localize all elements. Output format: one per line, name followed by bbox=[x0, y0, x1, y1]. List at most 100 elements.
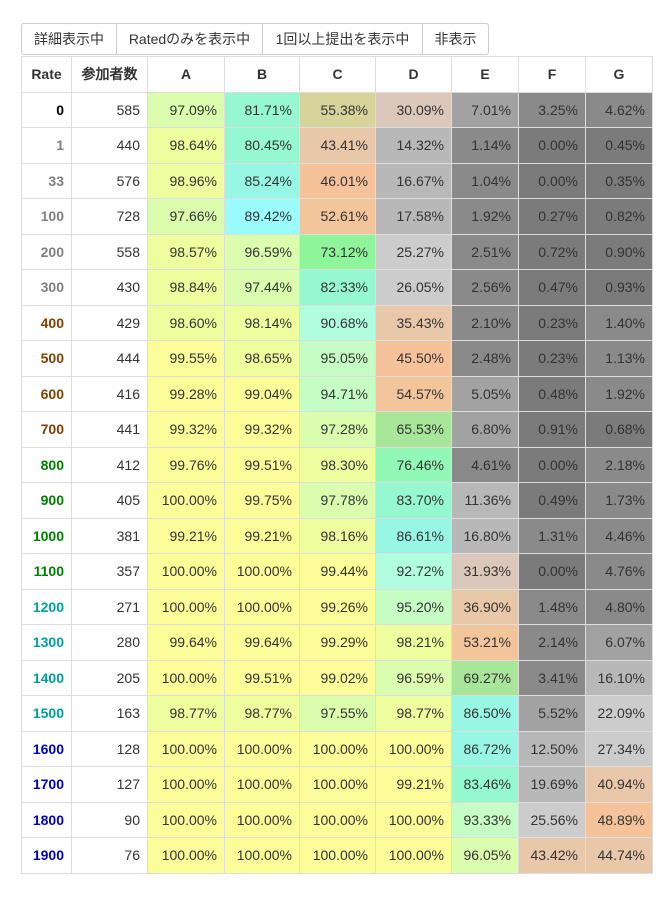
participant-count-cell: 576 bbox=[71, 162, 148, 199]
problem-e-rate-cell: 86.72% bbox=[451, 730, 519, 767]
problem-e-rate-cell: 5.05% bbox=[451, 375, 519, 412]
participant-count-cell: 441 bbox=[71, 411, 148, 448]
problem-g-rate-cell: 40.94% bbox=[585, 766, 653, 803]
problem-e-rate-cell: 96.05% bbox=[451, 837, 519, 874]
problem-c-rate-cell: 55.38% bbox=[299, 91, 376, 128]
rate-cell: 1300 bbox=[21, 624, 72, 661]
rate-cell: 600 bbox=[21, 375, 72, 412]
problem-a-rate-cell: 98.57% bbox=[147, 233, 225, 270]
problem-f-rate-cell: 0.00% bbox=[518, 162, 586, 199]
submitted-once-button[interactable]: 1回以上提出を表示中 bbox=[262, 23, 423, 55]
table-row: 1300 280 99.64% 99.64% 99.29% 98.21% 53.21% 2.1… bbox=[21, 624, 653, 661]
problem-e-rate-cell: 86.50% bbox=[451, 695, 519, 732]
table-row: 700 441 99.32% 99.32% 97.28% 65.53% 6.80% 0.91%… bbox=[21, 411, 653, 448]
problem-c-rate-cell: 73.12% bbox=[299, 233, 376, 270]
participant-count-cell: 440 bbox=[71, 127, 148, 164]
participant-count-cell: 128 bbox=[71, 730, 148, 767]
problem-a-rate-cell: 100.00% bbox=[147, 801, 225, 838]
problem-a-rate-cell: 97.66% bbox=[147, 198, 225, 235]
detail-view-button[interactable]: 詳細表示中 bbox=[21, 23, 117, 55]
problem-a-rate-cell: 100.00% bbox=[147, 837, 225, 874]
rate-cell: 1800 bbox=[21, 801, 72, 838]
participant-count-cell: 416 bbox=[71, 375, 148, 412]
problem-f-rate-cell: 3.41% bbox=[518, 659, 586, 696]
participant-count-cell: 728 bbox=[71, 198, 148, 235]
participant-count-cell: 76 bbox=[71, 837, 148, 874]
table-row: 300 430 98.84% 97.44% 82.33% 26.05% 2.56% 0.47%… bbox=[21, 269, 653, 306]
problem-g-rate-cell: 48.89% bbox=[585, 801, 653, 838]
problem-d-rate-cell: 54.57% bbox=[375, 375, 452, 412]
participant-count-cell: 271 bbox=[71, 588, 148, 625]
problem-d-rate-cell: 35.43% bbox=[375, 304, 452, 341]
problem-c-rate-cell: 100.00% bbox=[299, 730, 376, 767]
problem-c-rate-cell: 100.00% bbox=[299, 837, 376, 874]
problem-e-rate-cell: 2.10% bbox=[451, 304, 519, 341]
problem-f-rate-cell: 12.50% bbox=[518, 730, 586, 767]
problem-e-rate-cell: 4.61% bbox=[451, 446, 519, 483]
problem-a-rate-cell: 100.00% bbox=[147, 730, 225, 767]
problem-c-rate-cell: 100.00% bbox=[299, 801, 376, 838]
problem-f-rate-cell: 0.00% bbox=[518, 127, 586, 164]
problem-e-rate-cell: 7.01% bbox=[451, 91, 519, 128]
problem-e-rate-cell: 83.46% bbox=[451, 766, 519, 803]
problem-e-rate-cell: 53.21% bbox=[451, 624, 519, 661]
problem-c-rate-cell: 94.71% bbox=[299, 375, 376, 412]
problem-g-rate-cell: 4.76% bbox=[585, 553, 653, 590]
problem-d-rate-cell: 96.59% bbox=[375, 659, 452, 696]
problem-f-rate-cell: 1.31% bbox=[518, 517, 586, 554]
rate-cell: 1700 bbox=[21, 766, 72, 803]
rate-cell: 1900 bbox=[21, 837, 72, 874]
problem-d-rate-cell: 25.27% bbox=[375, 233, 452, 270]
problem-c-rate-cell: 97.55% bbox=[299, 695, 376, 732]
problem-g-rate-cell: 4.46% bbox=[585, 517, 653, 554]
header-problem-g: G bbox=[585, 56, 653, 93]
problem-e-rate-cell: 2.48% bbox=[451, 340, 519, 377]
problem-b-rate-cell: 98.14% bbox=[224, 304, 300, 341]
problem-e-rate-cell: 69.27% bbox=[451, 659, 519, 696]
problem-f-rate-cell: 3.25% bbox=[518, 91, 586, 128]
problem-c-rate-cell: 99.02% bbox=[299, 659, 376, 696]
problem-b-rate-cell: 85.24% bbox=[224, 162, 300, 199]
table-row: 1000 381 99.21% 99.21% 98.16% 86.61% 16.80% 1.3… bbox=[21, 517, 653, 554]
problem-b-rate-cell: 99.21% bbox=[224, 517, 300, 554]
rate-cell: 300 bbox=[21, 269, 72, 306]
problem-e-rate-cell: 1.04% bbox=[451, 162, 519, 199]
problem-d-rate-cell: 100.00% bbox=[375, 801, 452, 838]
problem-d-rate-cell: 30.09% bbox=[375, 91, 452, 128]
problem-b-rate-cell: 99.04% bbox=[224, 375, 300, 412]
problem-f-rate-cell: 1.48% bbox=[518, 588, 586, 625]
problem-f-rate-cell: 0.48% bbox=[518, 375, 586, 412]
rate-cell: 900 bbox=[21, 482, 72, 519]
header-participants: 参加者数 bbox=[71, 56, 148, 93]
problem-c-rate-cell: 52.61% bbox=[299, 198, 376, 235]
problem-a-rate-cell: 98.64% bbox=[147, 127, 225, 164]
problem-d-rate-cell: 17.58% bbox=[375, 198, 452, 235]
rate-cell: 1000 bbox=[21, 517, 72, 554]
problem-b-rate-cell: 89.42% bbox=[224, 198, 300, 235]
problem-e-rate-cell: 11.36% bbox=[451, 482, 519, 519]
table-row: 500 444 99.55% 98.65% 95.05% 45.50% 2.48% 0.23%… bbox=[21, 340, 653, 377]
problem-g-rate-cell: 2.18% bbox=[585, 446, 653, 483]
problem-d-rate-cell: 95.20% bbox=[375, 588, 452, 625]
problem-a-rate-cell: 98.60% bbox=[147, 304, 225, 341]
problem-g-rate-cell: 0.68% bbox=[585, 411, 653, 448]
rated-only-button[interactable]: Ratedのみを表示中 bbox=[116, 23, 263, 55]
header-problem-c: C bbox=[299, 56, 376, 93]
problem-g-rate-cell: 44.74% bbox=[585, 837, 653, 874]
problem-c-rate-cell: 98.30% bbox=[299, 446, 376, 483]
participant-count-cell: 280 bbox=[71, 624, 148, 661]
problem-b-rate-cell: 80.45% bbox=[224, 127, 300, 164]
problem-d-rate-cell: 98.21% bbox=[375, 624, 452, 661]
participant-count-cell: 585 bbox=[71, 91, 148, 128]
header-problem-d: D bbox=[375, 56, 452, 93]
table-row: 1900 76 100.00% 100.00% 100.00% 100.00% 96.05%… bbox=[21, 837, 653, 874]
problem-a-rate-cell: 99.28% bbox=[147, 375, 225, 412]
problem-a-rate-cell: 99.55% bbox=[147, 340, 225, 377]
problem-g-rate-cell: 1.13% bbox=[585, 340, 653, 377]
problem-g-rate-cell: 0.45% bbox=[585, 127, 653, 164]
problem-f-rate-cell: 25.56% bbox=[518, 801, 586, 838]
rate-cell: 1200 bbox=[21, 588, 72, 625]
table-row: 1100 357 100.00% 100.00% 99.44% 92.72% 31.93% 0… bbox=[21, 553, 653, 590]
hide-button[interactable]: 非表示 bbox=[422, 23, 489, 55]
table-row: 33 576 98.96% 85.24% 46.01% 16.67% 1.04% 0.00% 0… bbox=[21, 162, 653, 199]
